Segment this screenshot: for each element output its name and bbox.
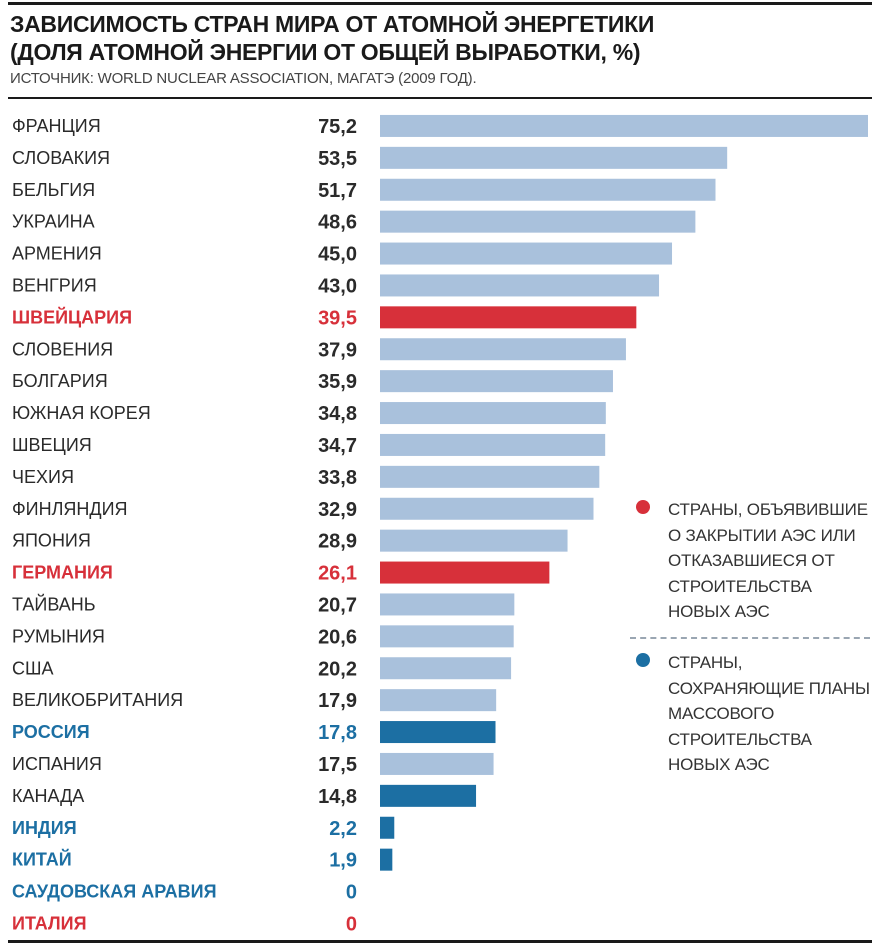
title-line-2: (ДОЛЯ АТОМНОЙ ЭНЕРГИИ ОТ ОБЩЕЙ ВЫРАБОТКИ… (10, 39, 641, 65)
country-label: САУДОВСКАЯ АРАВИЯ (12, 882, 217, 902)
country-label: СЛОВЕНИЯ (12, 339, 113, 359)
bar (380, 465, 600, 488)
country-label: РУМЫНИЯ (12, 626, 105, 646)
bar (380, 210, 696, 233)
country-label: ИНДИЯ (12, 818, 77, 838)
country-label: БЕЛЬГИЯ (12, 180, 95, 200)
bar (380, 274, 660, 297)
country-label: США (12, 658, 54, 678)
bar (380, 433, 606, 456)
value-label: 39,5 (318, 307, 357, 329)
value-label: 35,9 (318, 371, 357, 393)
country-label: ТАЙВАНЬ (12, 593, 96, 614)
value-label: 17,5 (318, 754, 357, 776)
bottom-rule (8, 940, 872, 943)
bar (380, 593, 515, 616)
value-label: 20,6 (318, 626, 357, 648)
value-label: 53,5 (318, 148, 357, 170)
bar (380, 848, 393, 871)
bar (380, 497, 594, 520)
legend-divider (630, 637, 870, 639)
value-label: 43,0 (318, 275, 357, 297)
country-label: ЮЖНАЯ КОРЕЯ (12, 403, 151, 423)
value-label: 0 (346, 913, 357, 935)
country-label: КАНАДА (12, 786, 84, 806)
country-label: ШВЕЦИЯ (12, 435, 92, 455)
country-label: ИСПАНИЯ (12, 754, 102, 774)
country-label: КИТАЙ (12, 849, 72, 870)
value-label: 34,8 (318, 403, 357, 425)
country-label: ИТАЛИЯ (12, 913, 87, 933)
bar (380, 529, 568, 552)
legend-text-expanding: СТРАНЫ, СОХРАНЯЮЩИЕ ПЛАНЫ МАССОВОГО СТРО… (668, 653, 870, 774)
country-label: ЧЕХИЯ (12, 467, 74, 487)
country-label: ФИНЛЯНДИЯ (12, 499, 128, 519)
country-label: БОЛГАРИЯ (12, 371, 108, 391)
country-label: СЛОВАКИЯ (12, 148, 110, 168)
bar (380, 178, 716, 201)
legend-text-closing: СТРАНЫ, ОБЪЯВИВШИЕ О ЗАКРЫТИИ АЭС ИЛИ ОТ… (668, 500, 868, 621)
value-label: 1,9 (329, 850, 357, 872)
bar (380, 338, 626, 361)
bar (380, 689, 497, 712)
value-label: 2,2 (329, 818, 357, 840)
value-label: 37,9 (318, 339, 357, 361)
bar (380, 242, 673, 265)
value-label: 45,0 (318, 244, 357, 266)
country-label: ШВЕЙЦАРИЯ (12, 306, 132, 327)
bar (380, 146, 728, 169)
country-label: ФРАНЦИЯ (12, 116, 101, 136)
country-label: РОССИЯ (12, 722, 90, 742)
value-label: 20,2 (318, 658, 357, 680)
bar (380, 370, 613, 393)
value-label: 14,8 (318, 786, 357, 808)
bar (380, 721, 496, 744)
value-label: 48,6 (318, 212, 357, 234)
bar (380, 561, 550, 584)
country-label: ВЕЛИКОБРИТАНИЯ (12, 690, 183, 710)
value-label: 34,7 (318, 435, 357, 457)
title-line-1: ЗАВИСИМОСТЬ СТРАН МИРА ОТ АТОМНОЙ ЭНЕРГЕ… (10, 11, 655, 37)
bar (380, 306, 637, 329)
bar (380, 114, 868, 137)
value-label: 32,9 (318, 499, 357, 521)
country-label: УКРАИНА (12, 212, 95, 232)
value-label: 75,2 (318, 116, 357, 138)
bar (380, 752, 494, 775)
bar (380, 625, 514, 648)
value-label: 20,7 (318, 594, 357, 616)
source-note: ИСТОЧНИК: WORLD NUCLEAR ASSOCIATION, МАГ… (10, 70, 477, 87)
value-label: 17,9 (318, 690, 357, 712)
country-label: ВЕНГРИЯ (12, 275, 97, 295)
value-label: 51,7 (318, 180, 357, 202)
top-rule (8, 2, 872, 5)
chart-title: ЗАВИСИМОСТЬ СТРАН МИРА ОТ АТОМНОЙ ЭНЕРГЕ… (10, 10, 870, 66)
value-label: 28,9 (318, 531, 357, 553)
value-label: 17,8 (318, 722, 357, 744)
header-rule (8, 97, 872, 99)
bar (380, 657, 512, 680)
country-label: АРМЕНИЯ (12, 244, 102, 264)
value-label: 0 (346, 882, 357, 904)
value-label: 26,1 (318, 563, 357, 585)
bar (380, 784, 477, 807)
bar (380, 816, 395, 839)
blue-dot-icon (636, 653, 650, 667)
value-label: 33,8 (318, 467, 357, 489)
country-label: ГЕРМАНИЯ (12, 563, 113, 583)
country-label: ЯПОНИЯ (12, 531, 91, 551)
bar (380, 402, 606, 425)
red-dot-icon (636, 500, 650, 514)
